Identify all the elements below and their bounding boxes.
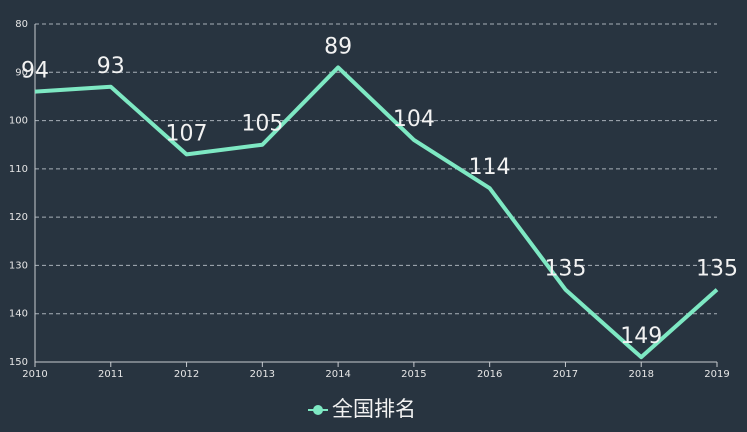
x-tick-label: 2013	[250, 369, 275, 380]
data-label: 104	[393, 107, 435, 132]
data-label: 89	[324, 34, 352, 59]
y-tick-label: 90	[15, 67, 28, 78]
data-label: 107	[166, 121, 208, 146]
x-tick-label: 2012	[174, 369, 199, 380]
y-tick-label: 140	[9, 309, 28, 320]
data-label: 114	[469, 155, 511, 180]
y-tick-label: 120	[9, 212, 28, 223]
legend-marker	[313, 405, 323, 415]
data-label: 135	[696, 257, 738, 282]
series-line	[34, 65, 719, 360]
x-tick-label: 2018	[628, 369, 653, 380]
x-tick-label: 2014	[325, 369, 350, 380]
x-tick-label: 2016	[477, 369, 502, 380]
x-tick-label: 2010	[22, 369, 47, 380]
data-label: 93	[97, 54, 125, 79]
y-tick-label: 130	[9, 260, 28, 271]
data-label: 94	[21, 59, 49, 84]
y-tick-label: 110	[9, 164, 28, 175]
data-label: 135	[544, 257, 586, 282]
y-tick-label: 80	[15, 19, 28, 30]
x-tick-label: 2017	[553, 369, 578, 380]
x-tick-label: 2011	[98, 369, 123, 380]
data-label: 149	[620, 324, 662, 349]
x-tick-label: 2019	[704, 369, 729, 380]
legend-label[interactable]: 全国排名	[332, 397, 416, 421]
data-label: 105	[241, 112, 283, 137]
y-tick-label: 150	[9, 357, 28, 368]
x-tick-label: 2015	[401, 369, 426, 380]
y-tick-label: 100	[9, 116, 28, 127]
